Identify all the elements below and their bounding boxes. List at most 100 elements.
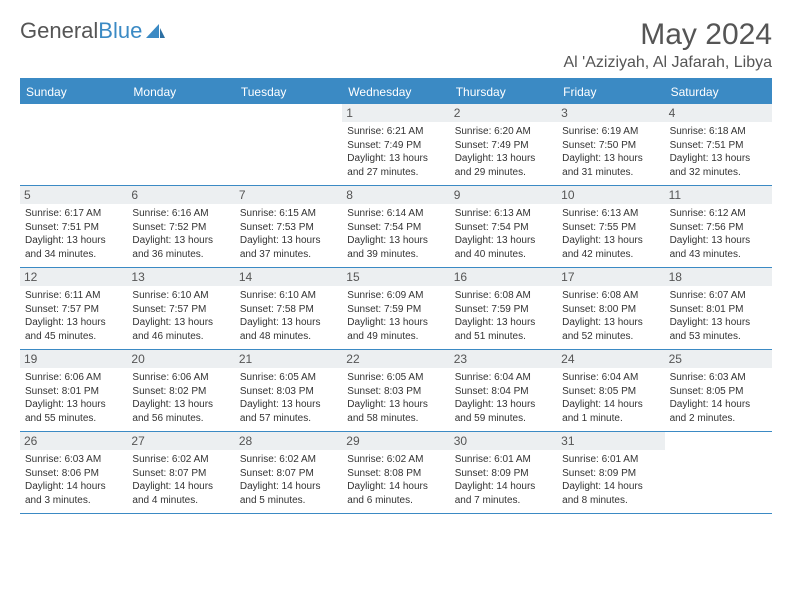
day-info: Sunrise: 6:03 AMSunset: 8:05 PMDaylight:…: [670, 371, 767, 425]
day-number: 27: [127, 432, 234, 450]
day-header: Monday: [127, 80, 234, 104]
day-info: Sunrise: 6:10 AMSunset: 7:57 PMDaylight:…: [132, 289, 229, 343]
day-info: Sunrise: 6:16 AMSunset: 7:52 PMDaylight:…: [132, 207, 229, 261]
day-cell: 15Sunrise: 6:09 AMSunset: 7:59 PMDayligh…: [342, 268, 449, 349]
day-number: 26: [20, 432, 127, 450]
day-number: 11: [665, 186, 772, 204]
day-number: 21: [235, 350, 342, 368]
day-header: Wednesday: [342, 80, 449, 104]
day-cell: 2 Sunrise: 6:20 AMSunset: 7:49 PMDaylight…: [450, 104, 557, 185]
day-number: 7: [235, 186, 342, 204]
day-cell: 4 Sunrise: 6:18 AMSunset: 7:51 PMDaylight…: [665, 104, 772, 185]
day-cell: 21Sunrise: 6:05 AMSunset: 8:03 PMDayligh…: [235, 350, 342, 431]
day-cell: 12Sunrise: 6:11 AMSunset: 7:57 PMDayligh…: [20, 268, 127, 349]
day-info: Sunrise: 6:19 AMSunset: 7:50 PMDaylight:…: [562, 125, 659, 179]
day-cell: 17 Sunrise: 6:08 AMSunset: 8:00 PMDayligh…: [557, 268, 664, 349]
day-number: 17: [557, 268, 664, 286]
weeks-container: 1 Sunrise: 6:21 AMSunset: 7:49 PMDaylight…: [20, 104, 772, 514]
day-cell: 25 Sunrise: 6:03 AMSunset: 8:05 PMDayligh…: [665, 350, 772, 431]
day-info: Sunrise: 6:06 AMSunset: 8:02 PMDaylight:…: [132, 371, 229, 425]
day-cell: [127, 104, 234, 185]
day-header: Saturday: [665, 80, 772, 104]
day-number: 4: [665, 104, 772, 122]
day-cell: 6Sunrise: 6:16 AMSunset: 7:52 PMDaylight…: [127, 186, 234, 267]
day-number: 18: [665, 268, 772, 286]
day-cell: 19 Sunrise: 6:06 AMSunset: 8:01 PMDayligh…: [20, 350, 127, 431]
day-info: Sunrise: 6:21 AMSunset: 7:49 PMDaylight:…: [347, 125, 444, 179]
day-info: Sunrise: 6:03 AMSunset: 8:06 PMDaylight:…: [25, 453, 122, 507]
month-title: May 2024: [564, 18, 773, 52]
day-cell: 31 Sunrise: 6:01 AMSunset: 8:09 PMDayligh…: [557, 432, 664, 513]
day-number: 2: [450, 104, 557, 122]
day-cell: 16Sunrise: 6:08 AMSunset: 7:59 PMDayligh…: [450, 268, 557, 349]
day-number: 19: [20, 350, 127, 368]
day-cell: 23Sunrise: 6:04 AMSunset: 8:04 PMDayligh…: [450, 350, 557, 431]
day-info: Sunrise: 6:13 AMSunset: 7:55 PMDaylight:…: [562, 207, 659, 261]
day-info: Sunrise: 6:01 AMSunset: 8:09 PMDaylight:…: [562, 453, 659, 507]
day-number: 8: [342, 186, 449, 204]
day-header: Friday: [557, 80, 664, 104]
day-info: Sunrise: 6:06 AMSunset: 8:01 PMDaylight:…: [25, 371, 122, 425]
day-number: 10: [557, 186, 664, 204]
day-cell: 20 Sunrise: 6:06 AMSunset: 8:02 PMDayligh…: [127, 350, 234, 431]
day-cell: 27 Sunrise: 6:02 AMSunset: 8:07 PMDayligh…: [127, 432, 234, 513]
day-cell: 1 Sunrise: 6:21 AMSunset: 7:49 PMDaylight…: [342, 104, 449, 185]
day-info: Sunrise: 6:14 AMSunset: 7:54 PMDaylight:…: [347, 207, 444, 261]
week-row: 26 Sunrise: 6:03 AMSunset: 8:06 PMDayligh…: [20, 432, 772, 514]
day-info: Sunrise: 6:02 AMSunset: 8:07 PMDaylight:…: [240, 453, 337, 507]
day-info: Sunrise: 6:02 AMSunset: 8:07 PMDaylight:…: [132, 453, 229, 507]
day-cell: 8 Sunrise: 6:14 AMSunset: 7:54 PMDaylight…: [342, 186, 449, 267]
day-number: 3: [557, 104, 664, 122]
day-info: Sunrise: 6:10 AMSunset: 7:58 PMDaylight:…: [240, 289, 337, 343]
day-number: 14: [235, 268, 342, 286]
day-number: 15: [342, 268, 449, 286]
day-info: Sunrise: 6:11 AMSunset: 7:57 PMDaylight:…: [25, 289, 122, 343]
day-cell: 13 Sunrise: 6:10 AMSunset: 7:57 PMDayligh…: [127, 268, 234, 349]
day-cell: [235, 104, 342, 185]
day-info: Sunrise: 6:01 AMSunset: 8:09 PMDaylight:…: [455, 453, 552, 507]
day-info: Sunrise: 6:04 AMSunset: 8:05 PMDaylight:…: [562, 371, 659, 425]
week-row: 1 Sunrise: 6:21 AMSunset: 7:49 PMDaylight…: [20, 104, 772, 186]
day-info: Sunrise: 6:15 AMSunset: 7:53 PMDaylight:…: [240, 207, 337, 261]
day-info: Sunrise: 6:07 AMSunset: 8:01 PMDaylight:…: [670, 289, 767, 343]
day-header-row: SundayMondayTuesdayWednesdayThursdayFrid…: [20, 80, 772, 104]
day-cell: 11 Sunrise: 6:12 AMSunset: 7:56 PMDayligh…: [665, 186, 772, 267]
day-number: 13: [127, 268, 234, 286]
day-number: 30: [450, 432, 557, 450]
day-cell: 3 Sunrise: 6:19 AMSunset: 7:50 PMDaylight…: [557, 104, 664, 185]
day-info: Sunrise: 6:17 AMSunset: 7:51 PMDaylight:…: [25, 207, 122, 261]
logo-text-1: General: [20, 18, 98, 44]
day-number: 5: [20, 186, 127, 204]
day-cell: 18 Sunrise: 6:07 AMSunset: 8:01 PMDayligh…: [665, 268, 772, 349]
day-info: Sunrise: 6:18 AMSunset: 7:51 PMDaylight:…: [670, 125, 767, 179]
day-info: Sunrise: 6:20 AMSunset: 7:49 PMDaylight:…: [455, 125, 552, 179]
logo-text-2: Blue: [98, 18, 142, 44]
day-number: 25: [665, 350, 772, 368]
day-info: Sunrise: 6:13 AMSunset: 7:54 PMDaylight:…: [455, 207, 552, 261]
day-number: 22: [342, 350, 449, 368]
logo-sail-icon: [145, 22, 167, 40]
day-number: 28: [235, 432, 342, 450]
day-number: 29: [342, 432, 449, 450]
header: GeneralBlue May 2024 Al 'Aziziyah, Al Ja…: [20, 18, 772, 72]
day-cell: 22Sunrise: 6:05 AMSunset: 8:03 PMDayligh…: [342, 350, 449, 431]
day-header: Sunday: [20, 80, 127, 104]
day-header: Thursday: [450, 80, 557, 104]
location-text: Al 'Aziziyah, Al Jafarah, Libya: [564, 54, 773, 72]
day-number: 1: [342, 104, 449, 122]
day-number: 31: [557, 432, 664, 450]
day-cell: [20, 104, 127, 185]
week-row: 5 Sunrise: 6:17 AMSunset: 7:51 PMDaylight…: [20, 186, 772, 268]
day-info: Sunrise: 6:12 AMSunset: 7:56 PMDaylight:…: [670, 207, 767, 261]
day-cell: 9Sunrise: 6:13 AMSunset: 7:54 PMDaylight…: [450, 186, 557, 267]
day-number: 23: [450, 350, 557, 368]
day-info: Sunrise: 6:08 AMSunset: 8:00 PMDaylight:…: [562, 289, 659, 343]
day-number: 20: [127, 350, 234, 368]
day-header: Tuesday: [235, 80, 342, 104]
day-number: 24: [557, 350, 664, 368]
week-row: 19 Sunrise: 6:06 AMSunset: 8:01 PMDayligh…: [20, 350, 772, 432]
day-cell: 26 Sunrise: 6:03 AMSunset: 8:06 PMDayligh…: [20, 432, 127, 513]
day-cell: 7 Sunrise: 6:15 AMSunset: 7:53 PMDaylight…: [235, 186, 342, 267]
day-cell: 29Sunrise: 6:02 AMSunset: 8:08 PMDayligh…: [342, 432, 449, 513]
day-cell: 24 Sunrise: 6:04 AMSunset: 8:05 PMDayligh…: [557, 350, 664, 431]
